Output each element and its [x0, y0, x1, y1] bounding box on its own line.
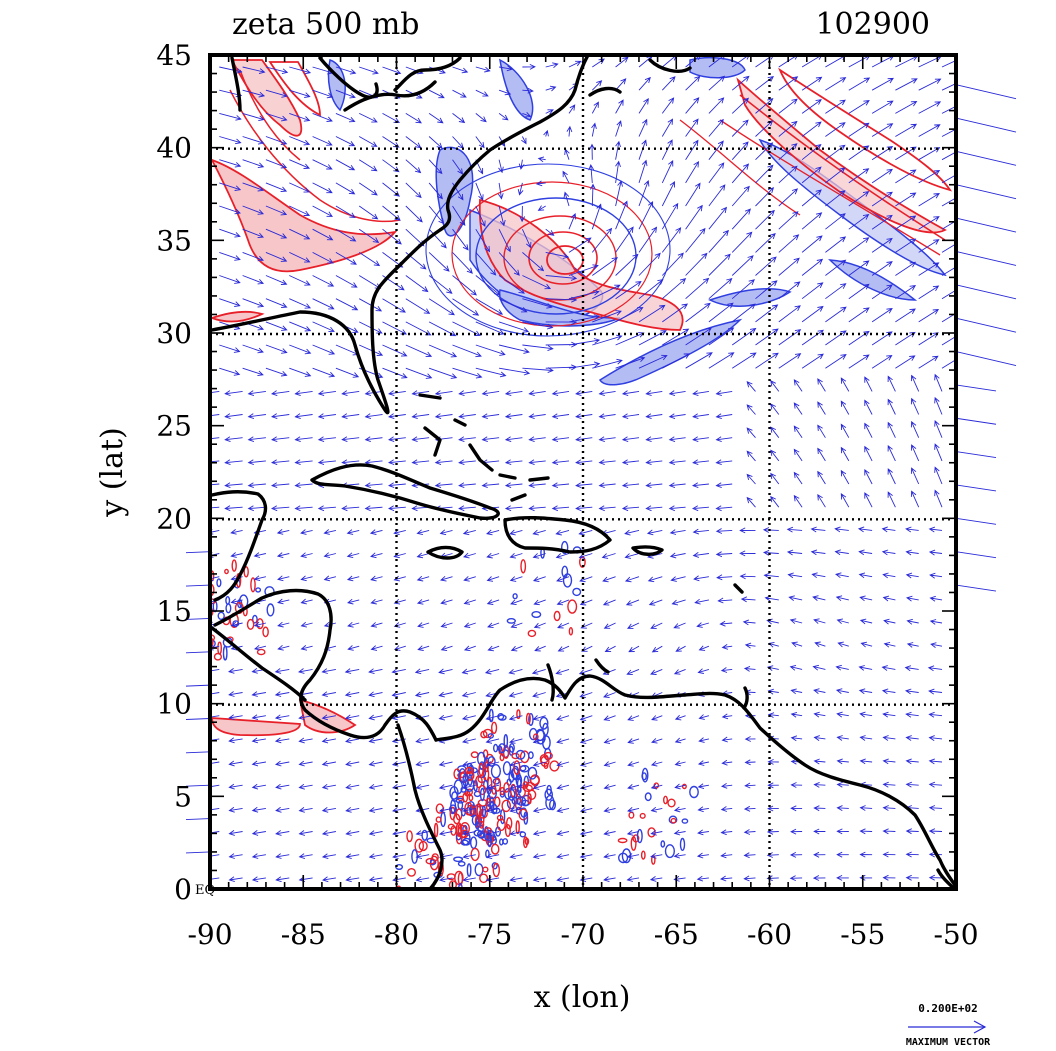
y-tick-label: 40 [156, 132, 192, 165]
y-tick-label: 5 [174, 780, 192, 813]
x-tick-label: -90 [187, 918, 232, 951]
cyclone-vortex-contours [229, 69, 946, 337]
y-tick-label: 10 [156, 688, 192, 721]
x-axis-label: x (lon) [534, 980, 631, 1015]
x-tick-labels: -90 -85 -80 -75 -70 -65 -60 -55 -50 [187, 918, 978, 951]
y-tick-label: 20 [156, 502, 192, 535]
y-tick-label: 30 [156, 317, 192, 350]
lat-lon-grid [210, 55, 956, 889]
x-tick-label: -55 [840, 918, 885, 951]
y-tick-label: 15 [156, 595, 192, 628]
equator-label: EQ [195, 883, 215, 898]
x-tick-label: -60 [747, 918, 792, 951]
y-tick-label: 45 [156, 39, 192, 72]
axis-ticks [209, 54, 957, 890]
legend-value: 0.200E+02 [918, 1002, 978, 1015]
y-tick-label: 0 [174, 873, 192, 906]
x-tick-label: -70 [560, 918, 605, 951]
x-tick-label: -85 [281, 918, 326, 951]
y-tick-labels: 0 5 10 15 20 25 30 35 40 45 [156, 39, 192, 906]
positive-vorticity-areas [210, 59, 953, 737]
y-tick-label: 25 [156, 410, 192, 443]
x-tick-label: -80 [374, 918, 419, 951]
x-tick-label: -75 [467, 918, 512, 951]
legend-label: MAXIMUM VECTOR [906, 1037, 991, 1048]
map-title: zeta 500 mb [232, 7, 420, 42]
outer-wind-arrows [185, 84, 1017, 854]
wind-vectors-outer [185, 84, 1017, 854]
y-tick-label: 35 [156, 224, 192, 257]
x-tick-label: -65 [654, 918, 699, 951]
max-vector-legend: 0.200E+02 MAXIMUM VECTOR [906, 1002, 991, 1048]
coastlines [210, 55, 956, 889]
x-tick-label: -50 [933, 918, 978, 951]
y-axis-label: y (lat) [95, 427, 130, 517]
map-timestamp: 102900 [815, 7, 930, 42]
